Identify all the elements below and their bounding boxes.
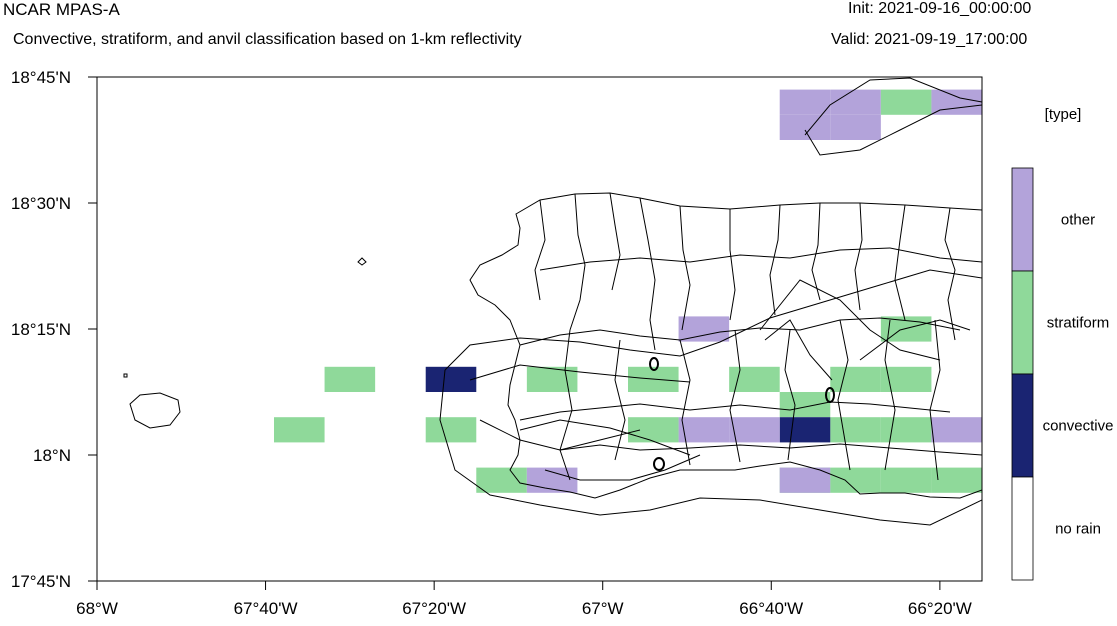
cell-other (779, 89, 831, 115)
cell-stratiform (880, 467, 932, 493)
latitude-axis: 18°45'N 18°30'N 18°15'N 18°N 17°45'N (11, 68, 97, 591)
lon-tick-label: 68°W (76, 599, 118, 618)
legend-label: stratiform (1047, 315, 1110, 332)
legend-title: [type] (1045, 106, 1082, 123)
cell-stratiform (729, 366, 780, 392)
init-time: Init: 2021-09-16_00:00:00 (848, 0, 1032, 17)
lat-tick-label: 18°15'N (11, 320, 71, 339)
legend-swatch-other (1011, 167, 1034, 272)
map-title: NCAR MPAS-A (3, 0, 120, 19)
cell-convective (779, 417, 831, 443)
legend-swatch-no-rain (1011, 476, 1034, 581)
cell-stratiform (830, 417, 881, 443)
cell-other (830, 114, 881, 140)
longitude-axis: 68°W 67°40'W 67°20'W 67°W 66°40'W 66°20'W (76, 581, 972, 618)
lon-tick-label: 67°W (582, 599, 624, 618)
legend-label: other (1061, 212, 1095, 229)
cell-stratiform (830, 366, 881, 392)
cell-other (779, 114, 831, 140)
classification-cells (274, 89, 982, 493)
cell-other (779, 467, 831, 493)
cell-stratiform (628, 417, 679, 443)
cell-other (830, 89, 881, 115)
legend-label: no rain (1055, 521, 1101, 538)
cell-stratiform (880, 417, 932, 443)
lat-tick-label: 18°N (33, 446, 71, 465)
legend-swatch-stratiform (1011, 270, 1034, 375)
cell-stratiform (324, 366, 376, 392)
lat-tick-label: 18°45'N (11, 68, 71, 87)
lon-tick-label: 67°20'W (402, 599, 466, 618)
cell-other (678, 316, 730, 342)
lon-tick-label: 66°40'W (739, 599, 803, 618)
valid-time: Valid: 2021-09-19_17:00:00 (831, 31, 1028, 48)
lat-tick-label: 18°30'N (11, 194, 71, 213)
cell-stratiform (779, 392, 831, 418)
lon-tick-label: 66°20'W (908, 599, 972, 618)
cell-stratiform (880, 89, 932, 115)
map-subtitle: Convective, stratiform, and anvil classi… (13, 31, 522, 48)
cell-other (931, 417, 982, 443)
legend-label: convective (1043, 418, 1114, 435)
legend-swatch-convective (1011, 373, 1034, 478)
lon-tick-label: 67°40'W (234, 599, 298, 618)
lat-tick-label: 17°45'N (11, 572, 71, 591)
cell-stratiform (931, 467, 982, 493)
cell-stratiform (476, 467, 527, 493)
cell-other (729, 417, 780, 443)
coastline-boundaries (123, 77, 982, 526)
cell-other (678, 417, 730, 443)
cell-stratiform (425, 417, 477, 443)
cell-stratiform (274, 417, 325, 443)
cell-stratiform (830, 467, 881, 493)
legend: [type] other stratiform convective no rain (1011, 106, 1114, 581)
cell-convective (425, 366, 477, 392)
